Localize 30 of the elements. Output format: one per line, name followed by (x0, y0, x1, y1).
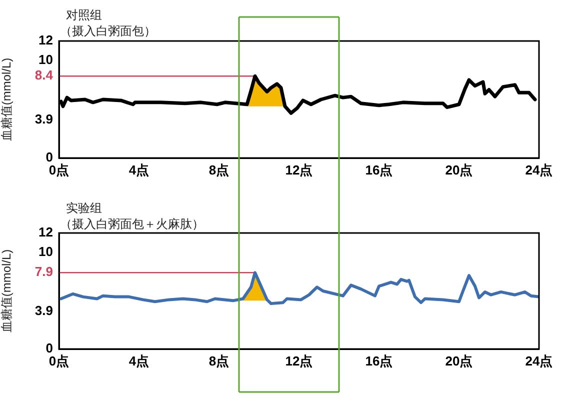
x-tick-label: 12点 (285, 353, 313, 368)
x-tick-label: 8点 (208, 353, 230, 368)
x-tick-label: 12点 (285, 162, 313, 178)
x-tick-label: 24点 (525, 353, 553, 368)
chart-subtitle: （摄入白粥面包＋火麻肽） (60, 217, 204, 231)
chart-subtitle: （摄入白粥面包） (60, 24, 156, 38)
y-tick-label: 7.9 (34, 264, 53, 280)
x-tick-label: 4点 (128, 162, 150, 178)
x-tick-label: 24点 (525, 162, 553, 178)
chart-title: 对照组 (66, 8, 102, 22)
y-tick-label: 3.9 (34, 302, 53, 318)
y-tick-label: 0 (46, 340, 53, 356)
y-tick-label: 12 (38, 224, 53, 240)
x-tick-label: 20点 (445, 162, 473, 178)
chart-title: 实验组 (66, 201, 102, 215)
y-axis-title: 血糖值(mmol/L) (0, 58, 14, 142)
x-tick-label: 4点 (128, 353, 150, 368)
y-tick-label: 12 (38, 32, 53, 48)
y-tick-label: 8.4 (34, 68, 54, 83)
y-tick-label: 10 (38, 244, 53, 259)
x-tick-label: 16点 (365, 162, 393, 178)
x-tick-label: 0点 (48, 353, 70, 368)
x-tick-label: 16点 (365, 353, 393, 368)
y-tick-label: 3.9 (34, 112, 53, 127)
y-axis-title: 血糖值(mmol/L) (0, 249, 14, 333)
x-tick-label: 8点 (208, 162, 230, 178)
y-tick-label: 10 (38, 52, 53, 68)
y-tick-label: 0 (46, 150, 53, 165)
x-tick-label: 20点 (445, 353, 473, 368)
x-tick-label: 0点 (48, 162, 70, 178)
